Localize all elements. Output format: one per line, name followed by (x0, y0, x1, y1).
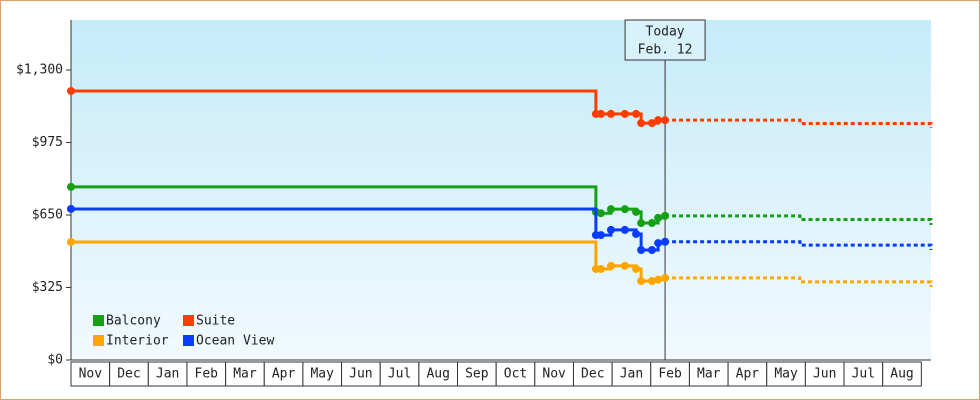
x-tick-label: Apr (272, 367, 296, 382)
point (637, 246, 646, 255)
legend-swatch (183, 315, 194, 326)
point (637, 277, 646, 286)
x-tick-label: Jun (349, 367, 372, 382)
x-tick-label: Aug (890, 367, 913, 382)
point (637, 219, 646, 228)
x-tick-cell (727, 361, 768, 387)
point (67, 237, 75, 246)
x-tick-label: Nov (79, 367, 103, 382)
x-tick-cell (418, 361, 459, 387)
x-tick-label: Feb (658, 367, 682, 382)
point (654, 213, 663, 222)
x-tick-label: Jul (388, 367, 411, 382)
x-tick-label: Sep (465, 367, 489, 382)
point (632, 109, 641, 118)
legend-label: Ocean View (196, 334, 274, 349)
x-tick-cell (495, 361, 536, 387)
point (661, 237, 670, 246)
x-tick-cell (882, 361, 922, 387)
x-tick-label: Jul (852, 367, 875, 382)
point (596, 231, 605, 240)
point (637, 119, 646, 128)
point (606, 261, 615, 270)
point (661, 273, 670, 282)
x-tick-label: Jun (813, 367, 836, 382)
today-box (624, 19, 706, 61)
y-tick-label: $975 (32, 135, 63, 150)
point (661, 211, 670, 220)
point (647, 277, 656, 286)
x-tick-cell (263, 361, 304, 387)
x-tick-label: Mar (697, 367, 721, 382)
legend-label: Interior (106, 334, 169, 349)
y-tick-label: $0 (47, 353, 63, 368)
point (606, 205, 615, 214)
x-tick-label: Feb (195, 367, 219, 382)
x-tick-label: May (310, 367, 334, 382)
point (67, 86, 75, 95)
point (632, 264, 641, 273)
x-tick-label: Oct (504, 367, 527, 382)
point (654, 275, 663, 284)
point (596, 264, 605, 273)
x-tick-label: Aug (426, 367, 449, 382)
point (620, 205, 629, 214)
x-tick-cell (611, 361, 652, 387)
x-tick-label: Jan (156, 367, 179, 382)
legend-label: Balcony (106, 314, 161, 329)
x-tick-label: Mar (233, 367, 257, 382)
x-tick-cell (843, 361, 884, 387)
x-tick-cell (766, 361, 806, 387)
x-tick-label: May (774, 367, 798, 382)
point (661, 116, 670, 125)
point (647, 119, 656, 128)
x-tick-label: Jan (620, 367, 643, 382)
x-tick-cell (804, 361, 845, 387)
point (647, 246, 656, 255)
point (596, 209, 605, 218)
today-label: Feb. 12 (638, 43, 693, 58)
x-tick-cell (688, 361, 729, 387)
point (654, 116, 663, 125)
legend-swatch (93, 315, 104, 326)
y-tick-label: $1,300 (16, 62, 63, 77)
legend-swatch (93, 335, 104, 346)
x-tick-label: Dec (581, 367, 604, 382)
point (606, 225, 615, 234)
point (647, 219, 656, 228)
plot-area (71, 20, 931, 360)
point (632, 207, 641, 216)
point (596, 109, 605, 118)
point (67, 182, 75, 191)
legend-swatch (183, 335, 194, 346)
x-tick-cell (186, 361, 227, 387)
point (632, 229, 641, 238)
legend-label: Suite (196, 314, 235, 329)
x-tick-label: Nov (542, 367, 566, 382)
point (606, 109, 615, 118)
point (620, 225, 629, 234)
y-tick-label: $650 (32, 207, 63, 222)
point (67, 204, 75, 213)
x-tick-label: Apr (736, 367, 760, 382)
x-tick-cell (341, 361, 381, 387)
point (654, 239, 663, 248)
today-label: Today (646, 25, 685, 40)
y-tick-label: $325 (32, 280, 63, 295)
projection-line (665, 118, 933, 128)
point (620, 261, 629, 270)
x-tick-cell (109, 361, 149, 387)
point (620, 109, 629, 118)
x-tick-label: Dec (117, 367, 140, 382)
x-tick-cell (572, 361, 613, 387)
